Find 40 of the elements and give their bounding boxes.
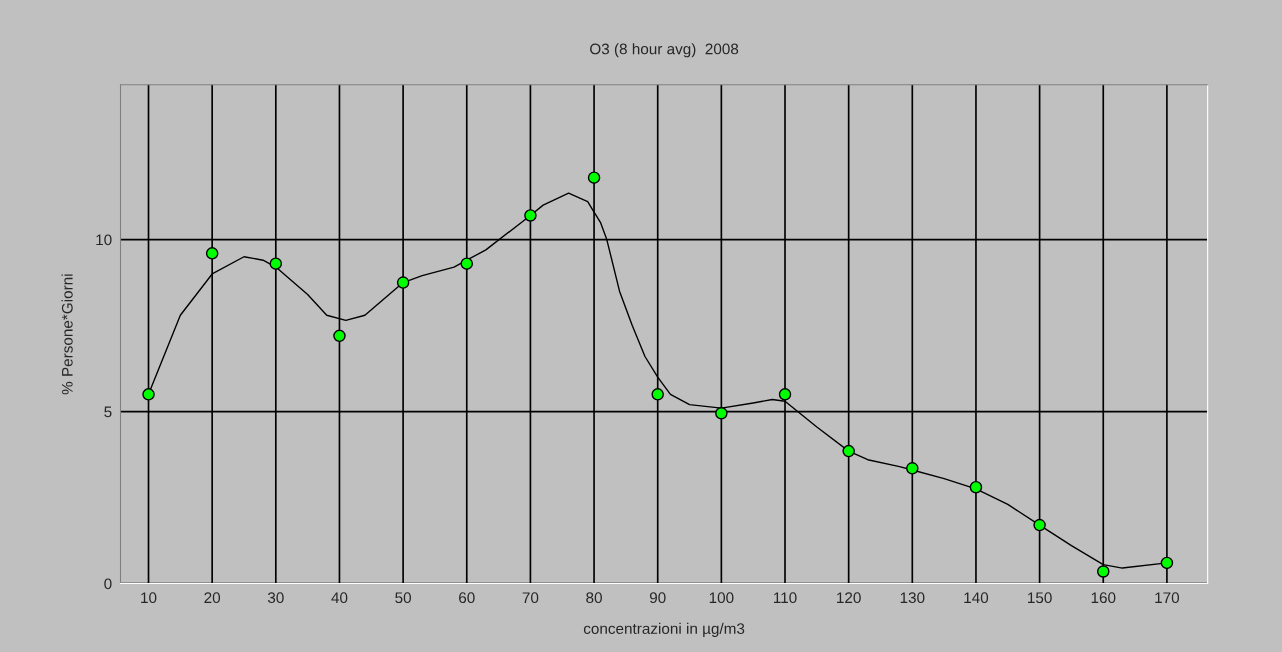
point xyxy=(587,171,601,184)
point xyxy=(715,407,728,420)
point xyxy=(1097,565,1110,578)
point xyxy=(205,247,219,260)
x-tick-label: 170 xyxy=(1155,592,1180,604)
x-tick-label: 90 xyxy=(649,592,666,604)
y-tick-label: 0 xyxy=(104,578,112,590)
x-tick-label: 40 xyxy=(331,592,348,604)
x-tick-label: 60 xyxy=(459,592,475,604)
point xyxy=(1160,556,1174,570)
x-tick-label: 70 xyxy=(522,592,539,604)
point xyxy=(778,388,792,401)
x-tick-label: 160 xyxy=(1091,592,1116,604)
point xyxy=(333,329,346,343)
point xyxy=(842,444,855,458)
point xyxy=(906,462,919,475)
point xyxy=(969,480,983,494)
x-tick-label: 50 xyxy=(395,592,412,604)
point xyxy=(396,276,410,289)
x-tick-label: 120 xyxy=(837,592,861,604)
x-tick-label: 130 xyxy=(900,592,925,604)
x-tick-label: 150 xyxy=(1028,592,1052,604)
x-tick-label: 10 xyxy=(141,592,157,604)
x-tick-label: 30 xyxy=(267,592,284,604)
x-tick-label: 140 xyxy=(964,592,989,604)
y-tick-label: 5 xyxy=(104,406,112,418)
x-axis-title: concentrazioni in µg/m3 xyxy=(583,622,745,638)
x-tick-label: 80 xyxy=(586,592,602,604)
x-tick-label: 100 xyxy=(709,592,734,604)
point xyxy=(269,257,283,270)
x-tick-label: 20 xyxy=(204,592,221,604)
y-axis-title: % Persone*Giorni xyxy=(61,274,73,395)
point xyxy=(460,257,474,270)
y-tick-label: 10 xyxy=(96,234,112,246)
chart-title: O3 (8 hour avg) 2008 xyxy=(590,43,739,58)
x-tick-label: 110 xyxy=(773,592,797,604)
point xyxy=(1033,518,1046,532)
point xyxy=(524,209,537,222)
point xyxy=(142,388,155,401)
point xyxy=(651,388,664,401)
